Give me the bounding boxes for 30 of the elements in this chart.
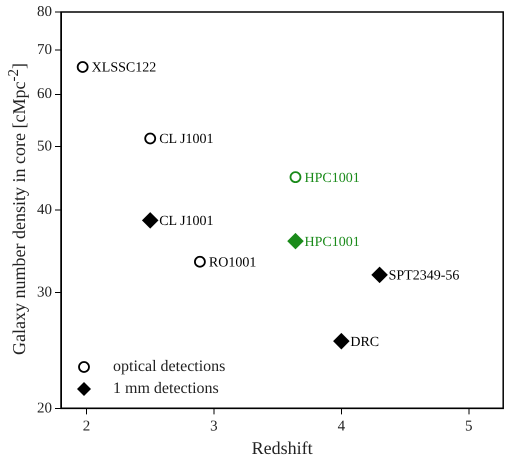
y-tick-label: 80 [37, 4, 52, 20]
legend-label: 1 mm detections [113, 380, 219, 398]
annotation: HPC1001 [304, 234, 360, 250]
point [333, 333, 350, 350]
x-tick-label: 5 [465, 418, 473, 434]
annotation: CL J1001 [159, 132, 214, 148]
annotation: XLSSC122 [92, 60, 156, 76]
x-tick-label: 3 [210, 418, 218, 434]
annotation: HPC1001 [304, 170, 360, 186]
point [142, 212, 158, 228]
point [372, 267, 388, 283]
x-axis-title: Redshift [252, 438, 313, 458]
point [76, 61, 89, 73]
annotation: CL J1001 [159, 214, 214, 230]
point [194, 256, 206, 268]
annotation: SPT2349-56 [388, 268, 460, 284]
annotation: DRC [350, 334, 380, 350]
y-tick-label: 50 [37, 138, 52, 154]
annotation: RO1001 [208, 255, 256, 270]
y-tick-label: 60 [37, 86, 52, 102]
x-tick-label: 2 [82, 418, 90, 434]
point [144, 132, 156, 144]
y-tick-label: 30 [37, 284, 52, 300]
y-tick-label: 40 [37, 202, 52, 218]
y-tick-label: 70 [37, 42, 52, 58]
x-tick-label: 4 [338, 418, 346, 434]
point [290, 171, 302, 184]
y-tick-label: 20 [37, 400, 52, 416]
legend-label: optical detections [113, 358, 226, 376]
point [288, 233, 304, 250]
